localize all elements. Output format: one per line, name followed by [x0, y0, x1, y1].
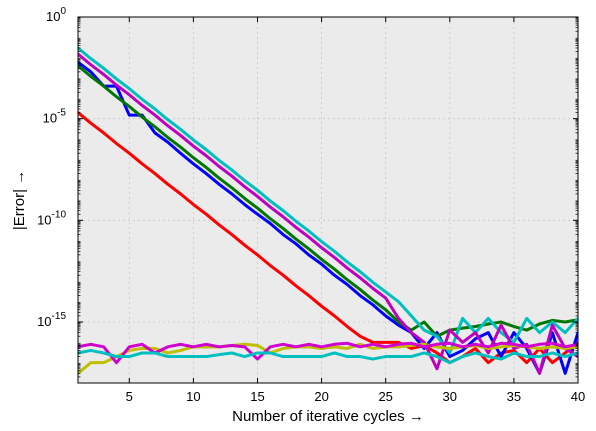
x-tick-label: 10 — [186, 389, 200, 404]
series-group — [78, 46, 578, 375]
axis-ticks — [78, 16, 579, 383]
series-line-3 — [78, 64, 578, 338]
y-tick-label: 100 — [46, 6, 66, 24]
y-tick-labels: 100 10-5 10-10 10-15 — [37, 6, 66, 329]
y-tick-label: 10-10 — [37, 209, 66, 227]
x-tick-label: 5 — [126, 389, 133, 404]
x-tick-label: 20 — [314, 389, 328, 404]
x-tick-label: 15 — [250, 389, 264, 404]
y-tick-label: 10-15 — [37, 311, 66, 329]
series-line-8 — [78, 348, 578, 365]
series-line-5 — [78, 52, 578, 375]
x-tick-labels: 5 10 15 20 25 30 35 40 — [126, 389, 586, 404]
series-line-4 — [78, 46, 578, 355]
plot-frame — [77, 16, 579, 384]
y-tick-label: 10-5 — [43, 108, 67, 126]
x-tick-label: 35 — [507, 389, 521, 404]
x-tick-label: 25 — [378, 389, 392, 404]
x-axis-label: Number of iterative cycles → — [232, 408, 424, 425]
x-tick-label: 40 — [571, 389, 585, 404]
x-tick-label: 30 — [443, 389, 457, 404]
series-line-7 — [78, 341, 578, 365]
y-axis-label: |Error| → — [11, 170, 28, 230]
